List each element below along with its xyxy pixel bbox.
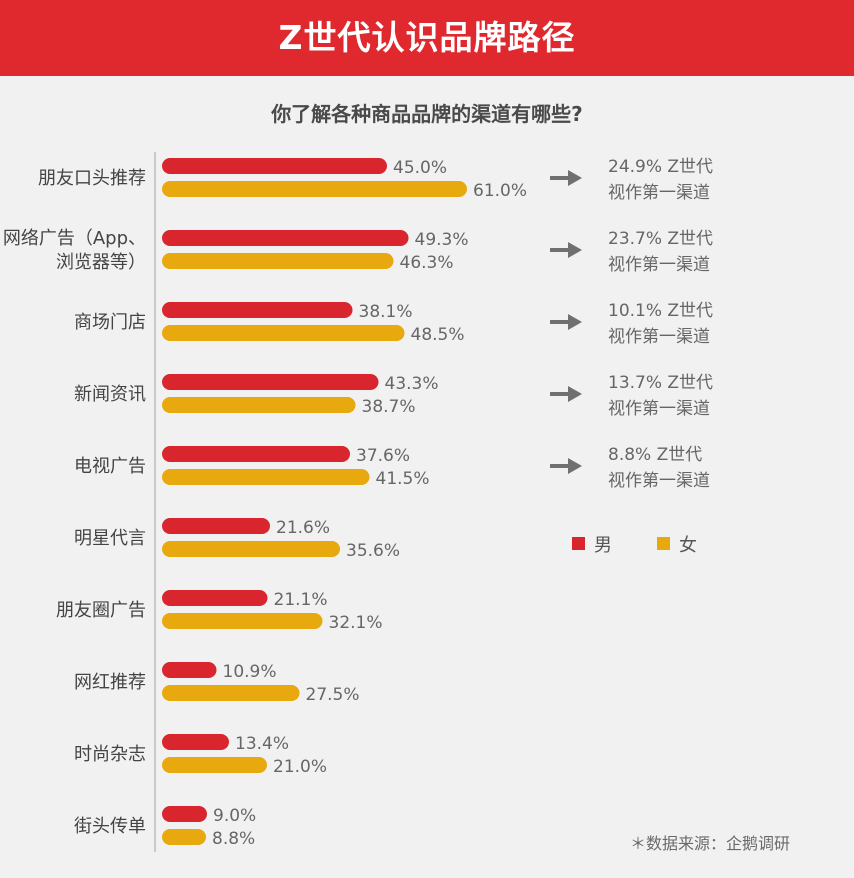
bar-male [162, 302, 353, 318]
arrow-head-icon [568, 314, 582, 330]
annotation-text: 23.7% Z世代 [608, 229, 713, 249]
data-label: 8.8% [212, 829, 255, 849]
arrow-head-icon [568, 170, 582, 186]
category-label: 朋友口头推荐 [38, 168, 146, 189]
legend-swatch [572, 537, 585, 550]
annotation-text: 视作第一渠道 [608, 183, 710, 203]
bar-male [162, 230, 409, 246]
category-label: 网络广告（App、 [3, 228, 146, 249]
data-label: 38.7% [362, 397, 416, 417]
legend-label: 女 [679, 535, 697, 556]
page-title: Z世代认识品牌路径 [278, 18, 576, 57]
bar-male [162, 590, 268, 606]
bar-female [162, 685, 300, 701]
bar-male [162, 662, 217, 678]
bar-female [162, 613, 323, 629]
data-label: 49.3% [415, 230, 469, 250]
category-label: 商场门店 [74, 312, 146, 333]
annotation-text: 视作第一渠道 [608, 399, 710, 419]
data-label: 21.1% [274, 590, 328, 610]
annotation-text: 13.7% Z世代 [608, 373, 713, 393]
bar-male [162, 734, 229, 750]
category-label: 网红推荐 [74, 672, 146, 693]
annotation-text: 视作第一渠道 [608, 255, 710, 275]
annotation-text: 10.1% Z世代 [608, 301, 713, 321]
legend-label: 男 [594, 535, 612, 556]
data-label: 21.0% [273, 757, 327, 777]
data-label: 38.1% [359, 302, 413, 322]
legend-swatch [657, 537, 670, 550]
bar-male [162, 374, 379, 390]
bar-female [162, 757, 267, 773]
data-label: 37.6% [356, 446, 410, 466]
annotation-text: 视作第一渠道 [608, 471, 710, 491]
bar-female [162, 829, 206, 845]
category-label: 电视广告 [74, 456, 146, 477]
data-label: 43.3% [385, 374, 439, 394]
data-label: 32.1% [329, 613, 383, 633]
category-label: 新闻资讯 [74, 384, 146, 405]
category-label: 街头传单 [74, 816, 146, 837]
bar-female [162, 397, 356, 413]
title-banner [0, 0, 854, 76]
bar-female [162, 181, 467, 197]
data-label: 27.5% [306, 685, 360, 705]
category-label: 朋友圈广告 [56, 600, 146, 621]
arrow-head-icon [568, 242, 582, 258]
data-label: 61.0% [473, 181, 527, 201]
category-label: 时尚杂志 [74, 744, 146, 765]
bar-male [162, 806, 207, 822]
data-label: 46.3% [400, 253, 454, 273]
bar-female [162, 325, 405, 341]
source-note: ＊数据来源：企鹅调研 [630, 834, 791, 853]
bar-male [162, 446, 350, 462]
bar-male [162, 518, 270, 534]
chart-title: 你了解各种商品品牌的渠道有哪些? [271, 102, 583, 126]
bar-female [162, 541, 340, 557]
data-label: 45.0% [393, 158, 447, 178]
bar-female [162, 469, 370, 485]
data-label: 9.0% [213, 806, 256, 826]
data-label: 35.6% [346, 541, 400, 561]
data-label: 21.6% [276, 518, 330, 538]
annotation-text: 24.9% Z世代 [608, 157, 713, 177]
arrow-head-icon [568, 386, 582, 402]
category-label: 浏览器等） [56, 252, 146, 273]
data-label: 10.9% [223, 662, 277, 682]
annotation-text: 8.8% Z世代 [608, 445, 702, 465]
annotation-text: 视作第一渠道 [608, 327, 710, 347]
bar-male [162, 158, 387, 174]
arrow-head-icon [568, 458, 582, 474]
data-label: 48.5% [411, 325, 465, 345]
data-label: 41.5% [376, 469, 430, 489]
category-label: 明星代言 [74, 528, 146, 549]
bar-female [162, 253, 394, 269]
data-label: 13.4% [235, 734, 289, 754]
